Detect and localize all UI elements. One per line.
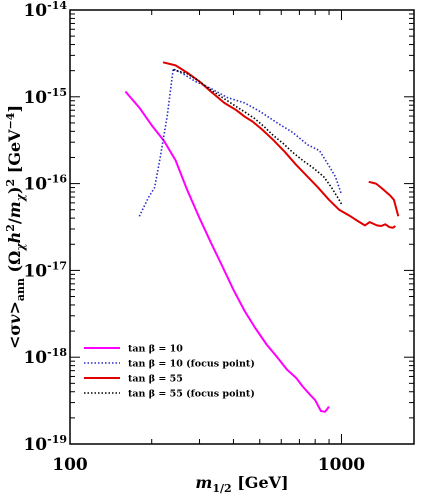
series-tan-55-line-2 [368,180,400,217]
y-tick-label: 10-15 [23,86,67,108]
series-tan-55-line-1 [162,61,396,229]
y-tick-label: 10-16 [23,173,67,195]
x-axis-label: m1/2 [GeV] [195,473,288,495]
plot-frame [69,9,415,445]
axis-labels: m1/2 [GeV] <σv>ann (Ωχh2/mχ)2 [GeV−4] [4,105,289,495]
series-tan-10-line [124,90,330,413]
legend-label: tan β = 10 (focus point) [128,359,255,370]
y-tick-label: 10-18 [23,346,67,368]
y-tick-label: 10-14 [23,0,67,21]
y-tick-label: 10-17 [23,259,67,281]
legend-label: tan β = 55 [128,374,183,385]
x-tick-label: 1000 [318,455,365,475]
x-tick-label: 100 [52,455,88,475]
legend-label: tan β = 10 [128,344,183,355]
legend-label: tan β = 55 (focus point) [128,389,255,400]
legend: tan β = 10 tan β = 10 (focus point) tan β … [84,344,255,400]
y-tick-label: 10-19 [23,433,67,455]
series-tan-55-focus-point-line [172,68,343,205]
y-axis-label: <σv>ann (Ωχh2/mχ)2 [GeV−4] [4,105,27,349]
axis-tick-labels: 100 1000 10-14 10-15 10-16 10-17 10-18 10-19 [23,0,365,475]
series-tan-10-focus-point-line [138,68,343,217]
axis-ticks [69,10,414,445]
series-layer [124,61,400,413]
